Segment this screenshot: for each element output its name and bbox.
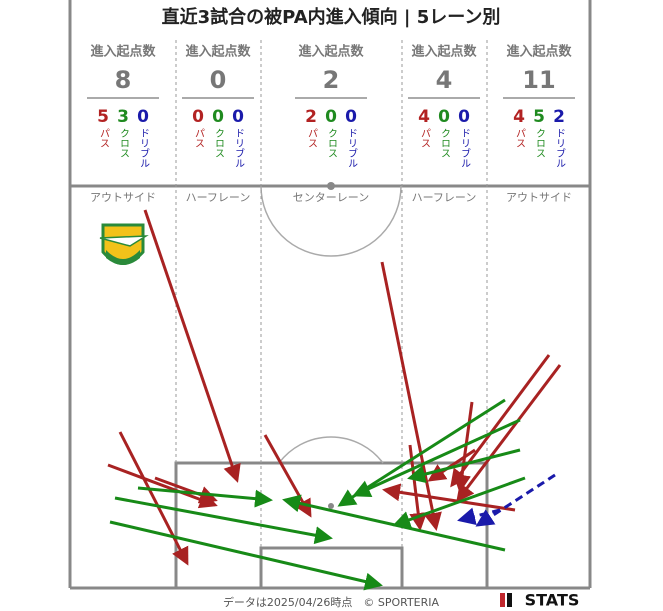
stat-value: 3	[117, 107, 129, 127]
stat-label: クロス	[118, 128, 129, 158]
stat-label: パス	[193, 128, 205, 148]
stat-label: パス	[306, 128, 318, 148]
lane-total: 11	[522, 66, 555, 94]
brand-mark	[507, 593, 512, 607]
stat-value: 0	[438, 107, 450, 127]
lane-name: アウトサイド	[506, 191, 572, 204]
lane-name: アウトサイド	[90, 191, 156, 204]
stat-label: ドリブル	[554, 128, 566, 168]
stat-value: 0	[325, 107, 337, 127]
footer-note: データは2025/04/26時点 © SPORTERIA	[223, 595, 440, 609]
stat-label: ドリブル	[138, 128, 150, 168]
arrows	[107, 209, 562, 591]
stat-label: ドリブル	[233, 128, 245, 168]
pitch	[68, 0, 592, 590]
stat-label: パス	[419, 128, 431, 148]
stat-label: クロス	[439, 128, 450, 158]
lane-name: ハーフレーン	[186, 191, 251, 204]
lane-name: ハーフレーン	[412, 191, 477, 204]
lane-name: センターレーン	[293, 191, 369, 204]
stat-label: クロス	[213, 128, 224, 158]
title: 直近3試合の被PA内進入傾向 | 5レーン別	[162, 6, 501, 28]
stat-label: クロス	[326, 128, 337, 158]
stat-value: 4	[418, 107, 430, 127]
stat-value: 5	[533, 107, 545, 127]
lane-header: 進入起点数	[298, 44, 364, 60]
stat-value: 0	[137, 107, 149, 127]
lane-total: 0	[210, 66, 227, 94]
stat-label: パス	[514, 128, 526, 148]
lane-total: 2	[323, 66, 340, 94]
lane-header: 進入起点数	[185, 44, 251, 60]
stat-value: 2	[305, 107, 317, 127]
stat-label: ドリブル	[459, 128, 471, 168]
lane-total: 4	[436, 66, 453, 94]
stat-value: 0	[345, 107, 357, 127]
stat-value: 0	[192, 107, 204, 127]
stat-value: 2	[553, 107, 565, 127]
stat-label: クロス	[534, 128, 545, 158]
lane-header: 進入起点数	[411, 44, 477, 60]
stat-value: 0	[232, 107, 244, 127]
lane-header: 進入起点数	[90, 44, 156, 60]
brand: STATS	[525, 591, 580, 610]
stat-value: 4	[513, 107, 525, 127]
lane-header: 進入起点数	[506, 44, 572, 60]
brand-mark	[500, 593, 505, 607]
stat-label: パス	[98, 128, 110, 148]
stat-value: 0	[458, 107, 470, 127]
stat-value: 5	[97, 107, 109, 127]
team-logo	[99, 223, 149, 265]
stat-value: 0	[212, 107, 224, 127]
lane-total: 8	[115, 66, 132, 94]
stat-label: ドリブル	[346, 128, 358, 168]
